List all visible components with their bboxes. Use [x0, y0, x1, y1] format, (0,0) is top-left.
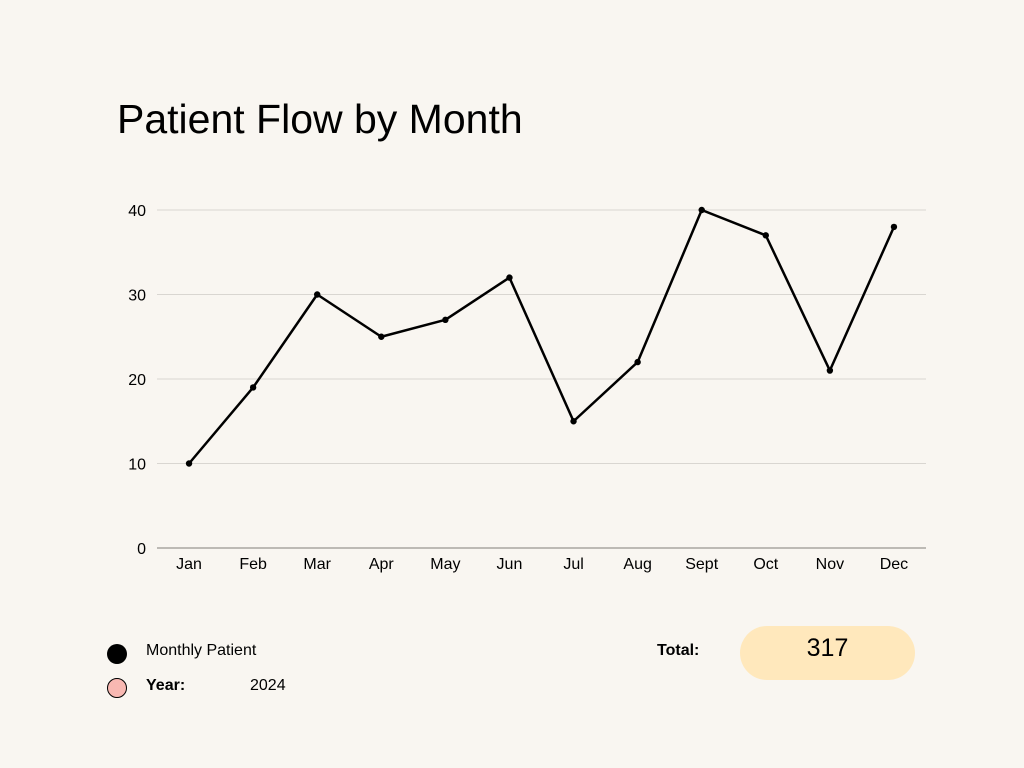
legend-series-label: Monthly Patient	[146, 642, 257, 659]
total-value: 317	[806, 634, 849, 662]
x-tick-label: Sept	[685, 556, 718, 573]
x-axis-ticks: Jan Feb Mar Apr May Jun Jul Aug Sept Oct Nov Dec	[176, 556, 908, 573]
x-tick-label: Jun	[497, 556, 523, 573]
data-point	[698, 206, 705, 214]
x-tick-label: Jul	[563, 556, 583, 573]
data-point	[570, 418, 577, 425]
data-point	[762, 232, 769, 239]
x-tick-label: Dec	[880, 556, 908, 573]
series-lines	[187, 208, 896, 465]
data-point	[826, 367, 834, 374]
page-title: Patient Flow by Month	[117, 96, 523, 142]
x-tick-label: May	[430, 556, 460, 573]
y-tick-label: 10	[128, 457, 146, 474]
y-tick-label: 30	[128, 288, 146, 305]
series-points	[185, 206, 898, 467]
y-tick-label: 40	[128, 203, 146, 220]
data-point	[890, 223, 898, 231]
legend-series-marker	[107, 644, 127, 664]
x-tick-label: Feb	[239, 556, 267, 573]
y-tick-label: 20	[128, 372, 146, 389]
series-line	[187, 208, 896, 465]
gridlines	[157, 209, 926, 549]
x-tick-label: Aug	[623, 556, 651, 573]
year-marker	[107, 678, 127, 698]
total-label: Total:	[657, 642, 700, 659]
data-point	[442, 316, 449, 324]
data-point	[314, 291, 321, 298]
data-point	[634, 358, 641, 366]
data-point	[506, 274, 513, 281]
x-tick-label: Jan	[176, 556, 202, 573]
x-tick-label: Nov	[816, 556, 844, 573]
data-point	[249, 384, 257, 391]
year-label: Year:	[146, 677, 186, 694]
y-tick-label: 0	[137, 541, 146, 558]
year-value: 2024	[250, 677, 286, 694]
data-point	[185, 460, 193, 467]
total-pill: 317	[740, 626, 915, 680]
data-point	[378, 333, 385, 340]
x-tick-label: Oct	[753, 556, 778, 573]
x-tick-label: Apr	[369, 556, 395, 573]
y-axis-ticks: 0 10 20 30 40	[128, 203, 146, 558]
x-tick-label: Mar	[303, 556, 331, 573]
